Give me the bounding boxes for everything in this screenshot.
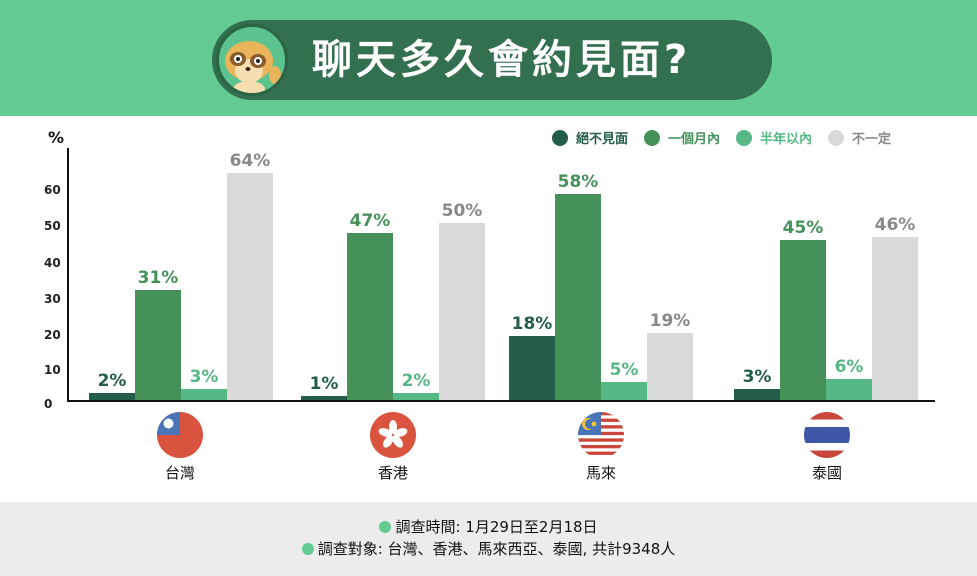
bar-value-label: 6% <box>834 356 864 377</box>
bar <box>647 332 693 400</box>
x-axis-line <box>67 400 935 402</box>
bar <box>393 392 439 400</box>
thailand-flag-icon <box>804 412 850 458</box>
bar <box>227 172 273 400</box>
bar-value-label: 19% <box>649 310 691 331</box>
legend-item-within-month: 一個月內 <box>644 128 720 147</box>
legend-dot-icon <box>644 129 661 146</box>
legend-label: 絕不見面 <box>576 132 629 147</box>
bar-value-label: 2% <box>97 370 127 391</box>
country-label: 香港 <box>377 464 408 482</box>
header-banner: 聊天多久會約見面? <box>0 0 977 116</box>
survey-footer: 調查時間: 1月29日至2月18日 調查對象: 台灣、香港、馬來西亞、泰國, 共… <box>0 502 977 576</box>
legend-item-within-half-year: 半年以內 <box>736 128 812 147</box>
bar <box>555 194 601 400</box>
hong-kong-flag-icon <box>370 412 416 458</box>
country-label: 台灣 <box>164 464 195 482</box>
bar <box>181 389 227 400</box>
survey-period: 調查時間: 1月29日至2月18日 <box>0 516 977 538</box>
bar-value-label: 1% <box>309 374 339 395</box>
y-tick-40: 40 <box>44 256 61 270</box>
bar-value-label: 3% <box>742 367 772 388</box>
bar <box>780 240 826 400</box>
bar <box>135 289 181 400</box>
bar-value-label: 58% <box>557 172 599 193</box>
y-tick-10: 10 <box>44 363 61 377</box>
taiwan-flag-icon <box>157 412 203 458</box>
bar-value-label: 18% <box>511 314 553 335</box>
chart-legend: 絕不見面 一個月內 半年以內 不一定 <box>552 128 891 147</box>
bar <box>872 236 918 400</box>
legend-dot-icon <box>828 129 845 146</box>
bar <box>347 233 393 400</box>
y-tick-50: 50 <box>44 219 61 233</box>
legend-item-never: 絕不見面 <box>552 128 628 147</box>
title-pill: 聊天多久會約見面? <box>212 20 772 100</box>
bar <box>89 392 135 400</box>
country-taiwan: 台灣 <box>140 412 220 483</box>
bar-value-label: 3% <box>189 367 219 388</box>
country-label: 馬來 <box>585 464 616 482</box>
y-axis-line <box>67 148 69 402</box>
country-hong-kong: 香港 <box>353 412 433 483</box>
bar <box>439 222 485 400</box>
bar <box>826 378 872 400</box>
y-tick-0: 0 <box>44 397 53 411</box>
bar-value-label: 50% <box>441 200 483 221</box>
bar-value-label: 31% <box>137 267 179 288</box>
legend-label: 半年以內 <box>760 132 813 147</box>
survey-subjects: 調查對象: 台灣、香港、馬來西亞、泰國, 共計9348人 <box>0 538 977 560</box>
y-axis-unit: % <box>48 128 65 147</box>
y-tick-30: 30 <box>44 292 61 306</box>
legend-label: 一個月內 <box>668 132 721 147</box>
bar-value-label: 64% <box>229 150 271 171</box>
bar-value-label: 46% <box>874 214 916 235</box>
survey-period-text: 調查時間: 1月29日至2月18日 <box>395 518 598 536</box>
legend-dot-icon <box>736 129 753 146</box>
bar-value-label: 2% <box>401 370 431 391</box>
bar <box>734 389 780 400</box>
legend-item-uncertain: 不一定 <box>828 128 891 147</box>
bar-value-label: 47% <box>349 211 391 232</box>
bar-value-label: 5% <box>609 360 639 381</box>
legend-label: 不一定 <box>852 132 892 147</box>
bar-value-label: 45% <box>782 218 824 239</box>
bullet-icon <box>379 521 392 533</box>
malaysia-flag-icon <box>578 412 624 458</box>
bar <box>301 396 347 400</box>
bar <box>601 382 647 400</box>
chart-title: 聊天多久會約見面? <box>312 37 692 83</box>
bar <box>509 336 555 400</box>
country-malaysia: 馬來 <box>561 412 641 483</box>
y-tick-20: 20 <box>44 328 61 342</box>
country-thailand: 泰國 <box>787 412 867 483</box>
legend-dot-icon <box>552 129 568 146</box>
survey-subjects-text: 調查對象: 台灣、香港、馬來西亞、泰國, 共計9348人 <box>317 540 676 558</box>
meerkat-mascot-icon <box>216 24 288 96</box>
bullet-icon <box>301 543 314 555</box>
country-label: 泰國 <box>811 464 842 482</box>
y-tick-60: 60 <box>44 183 61 197</box>
